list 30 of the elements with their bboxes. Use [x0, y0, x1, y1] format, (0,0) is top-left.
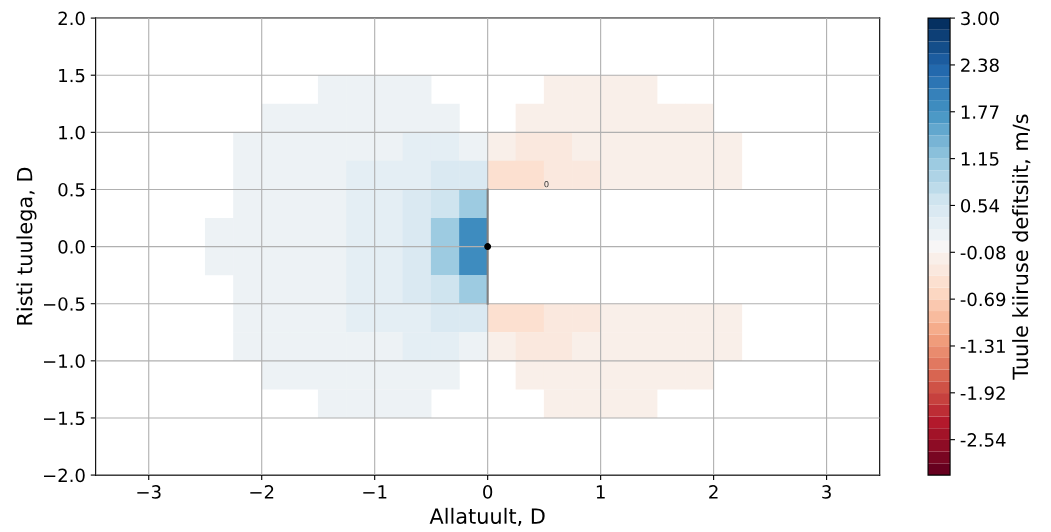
y-tick-label: 0.0 — [58, 240, 85, 254]
color-bar-label: 1.15 — [961, 152, 999, 166]
y-tick-label: 1.5 — [59, 68, 85, 83]
y-tick-label: −2.0 — [43, 468, 85, 483]
x-tick-label: 0 — [483, 485, 493, 499]
y-tick-label: −1.0 — [43, 354, 85, 368]
color-bar-label: -2.54 — [960, 433, 1006, 447]
y-axis-title: Risti tuulega, D — [16, 167, 37, 325]
y-tick-label: 0.5 — [58, 182, 85, 197]
color-bar-label: -0.69 — [960, 292, 1006, 307]
color-bar-label: 1.77 — [961, 105, 999, 119]
x-tick-label: 2 — [709, 485, 718, 499]
x-tick-label: −2 — [250, 485, 274, 499]
x-tick-label: 1 — [596, 485, 605, 499]
y-tick-label: 2.0 — [58, 11, 85, 26]
y-tick-label: −1.5 — [43, 411, 85, 426]
y-tick-label: 1.0 — [59, 125, 85, 140]
color-bar-label: -0.08 — [960, 245, 1006, 260]
annotation: 0 — [544, 181, 549, 188]
color-bar-label: -1.92 — [960, 386, 1005, 400]
color-bar-label: 2.38 — [961, 58, 999, 73]
color-bar-label: 3.00 — [961, 11, 999, 26]
color-bar-title: Tuule kiiruse defitsiit, m/s — [1012, 114, 1031, 380]
x-tick-label: −3 — [137, 485, 161, 499]
color-bar-label: 0.54 — [961, 198, 1000, 213]
x-axis-title: Allatuult, D — [429, 507, 545, 527]
x-tick-label: −1 — [363, 485, 387, 499]
y-tick-label: −0.5 — [43, 297, 85, 311]
x-tick-label: 3 — [822, 485, 831, 499]
color-bar-label: -1.31 — [960, 339, 1005, 354]
